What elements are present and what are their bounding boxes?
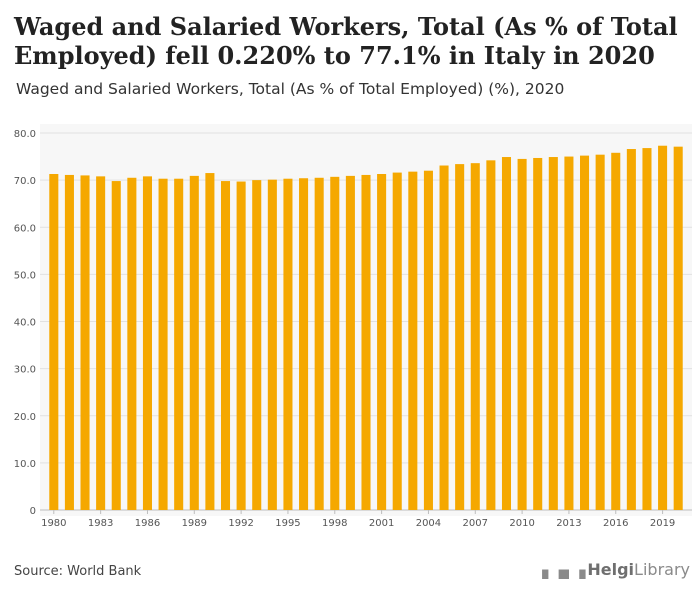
- bar-1984: [111, 181, 121, 510]
- x-tick-label: 2013: [556, 518, 581, 529]
- page-title: Waged and Salaried Workers, Total (As % …: [14, 12, 678, 70]
- y-tick-label: 50.0: [14, 270, 36, 281]
- x-tick-label: 2004: [416, 518, 441, 529]
- bar-2004: [423, 170, 433, 510]
- helgi-library-logo: ▖▗▖▗ HelgiLibrary: [542, 560, 690, 579]
- bar-2014: [580, 155, 590, 510]
- bar-1981: [64, 174, 74, 510]
- bar-1980: [49, 173, 59, 510]
- bar-1997: [314, 177, 324, 511]
- y-tick-label: 10.0: [14, 459, 36, 470]
- bar-1988: [174, 178, 184, 510]
- bar-1983: [96, 176, 106, 511]
- bar-1986: [142, 176, 152, 511]
- bar-2019: [658, 145, 668, 510]
- bar-2020: [673, 146, 683, 510]
- bar-2003: [408, 171, 418, 510]
- chart-subtitle: Waged and Salaried Workers, Total (As % …: [16, 80, 565, 98]
- source-note: Source: World Bank: [14, 564, 142, 579]
- bar-2007: [470, 163, 480, 510]
- y-tick-label: 80.0: [14, 129, 36, 140]
- x-tick-label: 1998: [322, 518, 347, 529]
- bar-2015: [595, 154, 605, 511]
- bar-2017: [626, 149, 636, 510]
- x-tick-label: 1986: [135, 518, 160, 529]
- bar-2012: [548, 157, 558, 510]
- bar-2008: [486, 160, 496, 510]
- bar-2018: [642, 148, 652, 510]
- bar-1996: [299, 178, 309, 511]
- bar-1989: [189, 175, 199, 511]
- x-tick-label: 2010: [509, 518, 534, 529]
- bar-2011: [533, 157, 543, 510]
- y-tick-label: 40.0: [14, 318, 36, 329]
- bar-2009: [501, 157, 512, 510]
- bar-1990: [205, 173, 215, 510]
- y-tick-label: 70.0: [14, 176, 36, 187]
- bar-1994: [267, 179, 277, 510]
- x-tick-label: 2019: [650, 518, 675, 529]
- bar-1985: [127, 177, 137, 511]
- x-tick-label: 1989: [182, 518, 207, 529]
- bar-2013: [564, 156, 574, 510]
- bar-1993: [252, 180, 262, 510]
- bar-1991: [220, 181, 231, 510]
- x-tick-label: 2001: [369, 518, 394, 529]
- x-tick-label: 2007: [463, 518, 488, 529]
- x-tick-label: 1995: [275, 518, 300, 529]
- x-tick-label: 1980: [41, 518, 66, 529]
- bar-1999: [345, 175, 355, 511]
- bar-1995: [283, 178, 293, 510]
- bar-2016: [611, 152, 621, 511]
- bar-2000: [361, 174, 371, 510]
- x-tick-label: 1992: [228, 518, 253, 529]
- y-tick-label: 20.0: [14, 412, 36, 423]
- y-tick-label: 30.0: [14, 365, 36, 376]
- bar-2002: [392, 172, 402, 510]
- library-building-icon: ▖▗▖▗: [542, 560, 585, 579]
- bar-1987: [158, 178, 168, 510]
- bar-1982: [80, 175, 90, 510]
- x-tick-label: 2016: [603, 518, 628, 529]
- x-tick-label: 1983: [88, 518, 113, 529]
- bar-2005: [439, 165, 449, 511]
- bar-1992: [236, 181, 246, 510]
- bar-2006: [455, 164, 465, 511]
- bar-2010: [517, 158, 527, 510]
- bar-2001: [377, 173, 387, 510]
- y-tick-label: 60.0: [14, 223, 36, 234]
- y-tick-label: 0: [30, 506, 36, 517]
- bar-1998: [330, 176, 340, 511]
